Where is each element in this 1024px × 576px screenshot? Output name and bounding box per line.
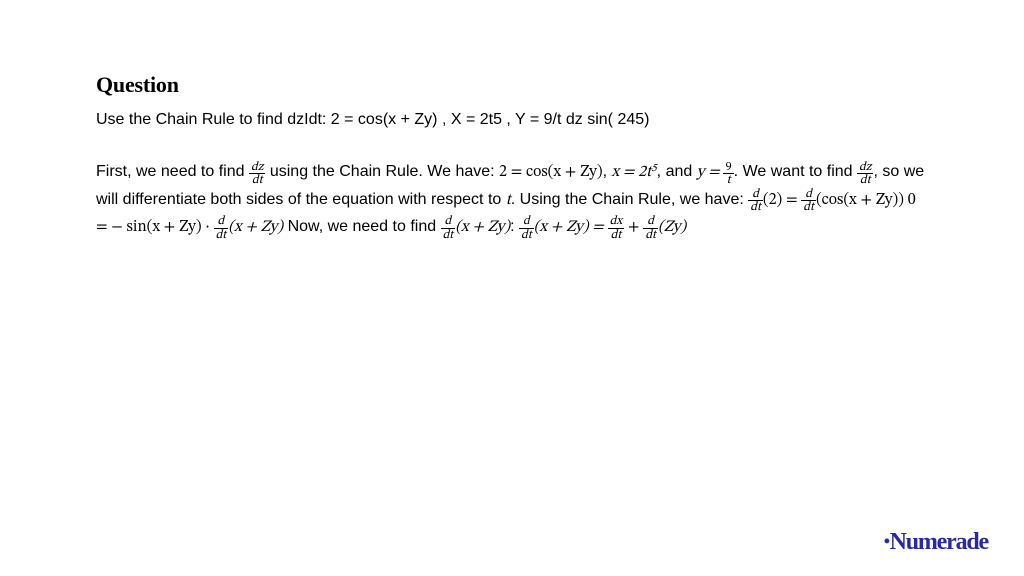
arg5: (x + Zy) =	[534, 219, 608, 235]
sol-p1d: , and	[657, 163, 697, 180]
frac-ddt-3: ddt	[214, 215, 229, 241]
eq1: 2 = cos(x + Zy)	[499, 164, 603, 180]
frac-dzdt-1: dzdt	[249, 161, 265, 187]
frac-dxdt: dxdt	[608, 215, 625, 241]
arg6: (Zy)	[658, 219, 686, 235]
frac-ddt-2: ddt	[801, 188, 816, 214]
frac-ddt-6: ddt	[643, 215, 658, 241]
sol-p2c: . Using the Chain Rule, we have:	[511, 191, 748, 208]
sol-p1b: using the Chain Rule. We have:	[265, 163, 499, 180]
question-prompt: Use the Chain Rule to find dzIdt: 2 = co…	[96, 108, 928, 131]
eq2: x = 2t5	[611, 164, 656, 180]
arg1: (2) =	[763, 192, 801, 208]
frac-ddt-5: ddt	[519, 215, 534, 241]
sol-p2d: Now, we need to find	[283, 218, 440, 235]
arg4: (x + Zy)	[455, 219, 510, 235]
eq3: y = 9t	[697, 164, 734, 180]
arg3: (x + Zy)	[228, 219, 283, 235]
question-heading: Question	[96, 72, 928, 98]
frac-dzdt-2: dzdt	[857, 161, 873, 187]
sol-p1a: First, we need to find	[96, 163, 249, 180]
solution-text: First, we need to find dzdt using the Ch…	[96, 159, 928, 241]
brand-logo: •Numerade	[884, 529, 988, 556]
sol-p2a: We want to find	[743, 163, 857, 180]
frac-ddt-1: ddt	[748, 188, 763, 214]
frac-ddt-4: ddt	[441, 215, 456, 241]
sol-p2e: :	[510, 218, 519, 235]
plus: +	[624, 219, 643, 235]
sol-p1e: .	[734, 163, 738, 180]
